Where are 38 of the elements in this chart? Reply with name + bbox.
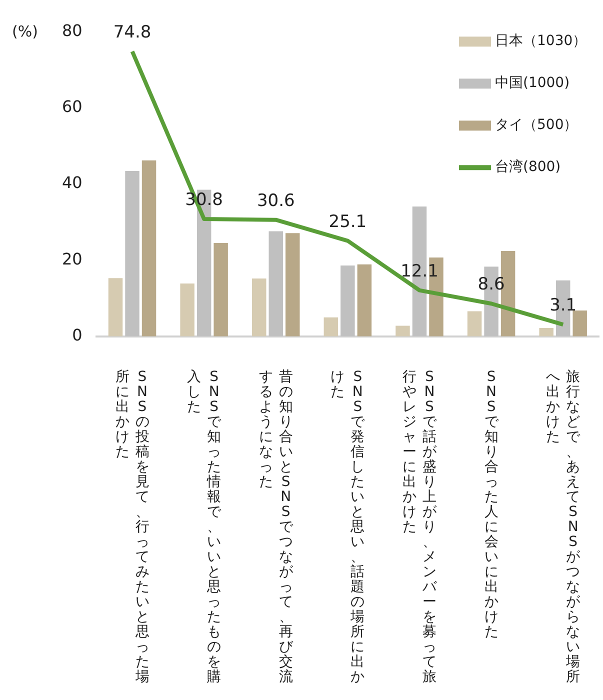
- legend-label: タイ（500）: [495, 117, 578, 134]
- y-tick-label: 0: [72, 326, 82, 345]
- bar: [539, 328, 554, 336]
- data-label: 3.1: [550, 296, 577, 316]
- category-label: SNSで知った情報で、いいと思ったものを購入した: [187, 369, 222, 685]
- data-label: 12.1: [400, 261, 438, 282]
- category-label: 昔の知り合いとSNSでつながって、再び交流するようになった: [258, 369, 293, 685]
- bar: [180, 283, 194, 336]
- data-label: 25.1: [328, 212, 367, 232]
- bar: [268, 231, 283, 336]
- category-label: 旅行などで、あえてSNSがつながらない場所へ出かけた: [546, 369, 580, 685]
- data-label: 74.8: [113, 22, 152, 42]
- bar: [324, 317, 338, 336]
- y-tick-label: 60: [62, 96, 82, 116]
- y-tick-label: 40: [62, 173, 82, 192]
- bar: [340, 266, 355, 336]
- y-axis-title: (%): [12, 22, 38, 41]
- bar: [125, 171, 140, 336]
- y-tick-label: 80: [62, 20, 82, 40]
- data-label: 30.6: [256, 190, 295, 211]
- category-label: SNSで話が盛り上がり、メンバーを募って旅行やレジャーに出かけた: [402, 369, 436, 685]
- data-label: 8.6: [478, 274, 505, 295]
- bar: [357, 264, 372, 336]
- bar: [214, 243, 228, 336]
- bar: [467, 311, 482, 336]
- bar: [286, 233, 300, 336]
- category-label: SNSで知り合った人に会いに出かけた: [484, 369, 498, 640]
- category-label: SNSの投稿を見て、行ってみたいと思った場所に出かけた: [115, 369, 150, 685]
- bar: [396, 326, 410, 336]
- legend-label: 台湾(800): [495, 159, 561, 176]
- bar: [142, 160, 156, 336]
- bar: [572, 310, 587, 336]
- legend-label: 中国(1000): [495, 75, 570, 92]
- bar: [252, 278, 266, 336]
- legend-label: 日本（1030）: [495, 33, 587, 50]
- bar: [108, 278, 123, 336]
- category-label: SNSで発信したいと思い、話題の場所に出かけた: [330, 369, 365, 685]
- y-tick-label: 20: [62, 249, 82, 268]
